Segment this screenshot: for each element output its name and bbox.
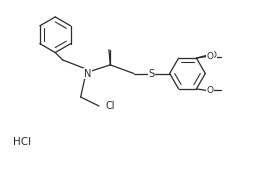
Text: O: O: [206, 52, 214, 61]
Text: S: S: [148, 68, 154, 79]
Text: N: N: [84, 68, 91, 79]
Text: O: O: [206, 86, 214, 95]
Text: Cl: Cl: [105, 102, 115, 112]
Text: O: O: [210, 51, 217, 60]
Text: HCl: HCl: [13, 137, 32, 147]
